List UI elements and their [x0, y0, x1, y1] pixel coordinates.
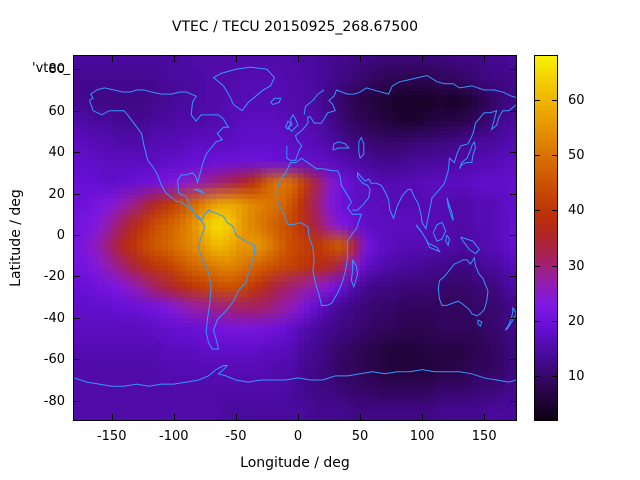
x-tick-mark — [297, 56, 299, 62]
x-tick-mark — [173, 414, 175, 420]
x-tick-label: 0 — [293, 429, 303, 444]
coastline-path — [438, 258, 488, 316]
coastline-path — [214, 67, 275, 111]
colorbar-tick-mark — [535, 265, 540, 267]
x-tick-mark — [360, 414, 362, 420]
coastline-path — [433, 223, 445, 242]
y-tick-mark — [74, 193, 80, 195]
y-tick-mark — [74, 69, 80, 71]
colorbar-tick-mark — [552, 100, 557, 102]
x-tick-mark — [173, 56, 175, 62]
y-tick-mark — [74, 317, 80, 319]
x-tick-mark — [297, 414, 299, 420]
x-axis-label: Longitude / deg — [240, 455, 350, 471]
plot-area — [73, 55, 517, 421]
x-tick-label: -150 — [96, 429, 127, 444]
coastline-path — [199, 210, 255, 349]
x-tick-mark — [235, 56, 237, 62]
colorbar-tick-mark — [535, 100, 540, 102]
colorbar-tick-label: 40 — [568, 203, 585, 219]
legend-key-label: 'vtec_ — [32, 61, 71, 76]
y-tick-mark — [74, 110, 80, 112]
coastline-path — [446, 235, 450, 245]
colorbar-tick-mark — [535, 210, 540, 212]
coastline-path — [351, 260, 357, 287]
colorbar-tick-label: 10 — [568, 368, 585, 384]
colorbar-tick-mark — [552, 210, 557, 212]
x-tick-label: 150 — [471, 429, 497, 444]
y-tick-label: 40 — [48, 145, 65, 161]
colorbar-tick-mark — [552, 155, 557, 157]
x-tick-mark — [484, 56, 486, 62]
coastline-path — [74, 366, 516, 387]
colorbar-tick-label: 20 — [568, 313, 585, 329]
y-tick-label: -60 — [43, 352, 65, 368]
coastline-path — [359, 138, 364, 159]
y-tick-mark — [510, 400, 516, 402]
y-tick-mark — [510, 69, 516, 71]
y-tick-mark — [74, 400, 80, 402]
chart-title: VTEC / TECU 20150925_268.67500 — [171, 19, 419, 35]
x-tick-label: -100 — [159, 429, 189, 444]
y-tick-mark — [74, 234, 80, 236]
y-tick-label: 60 — [48, 103, 65, 119]
colorbar-tick-label: 50 — [568, 148, 585, 164]
y-tick-mark — [510, 234, 516, 236]
y-tick-mark — [510, 110, 516, 112]
x-tick-mark — [422, 414, 424, 420]
coastline-path — [447, 198, 453, 221]
x-tick-mark — [422, 56, 424, 62]
coastline-path — [505, 308, 516, 331]
y-tick-mark — [510, 152, 516, 154]
y-tick-mark — [74, 152, 80, 154]
colorbar — [534, 55, 558, 421]
x-tick-mark — [235, 414, 237, 420]
colorbar-tick-mark — [535, 320, 540, 322]
y-tick-mark — [510, 193, 516, 195]
y-tick-mark — [510, 359, 516, 361]
coastline-path — [89, 100, 201, 220]
colorbar-tick-mark — [552, 320, 557, 322]
coastline-path — [277, 158, 361, 305]
colorbar-tick-label: 60 — [568, 93, 585, 109]
colorbar-tick-mark — [535, 155, 540, 157]
x-tick-mark — [484, 414, 486, 420]
coastline-path — [286, 121, 291, 129]
coastline-path — [478, 320, 482, 326]
coastline-path — [288, 115, 298, 132]
coastline-path — [333, 142, 349, 150]
colorbar-tick-mark — [552, 375, 557, 377]
x-tick-mark — [360, 56, 362, 62]
y-tick-mark — [510, 317, 516, 319]
coastlines-overlay — [74, 56, 516, 420]
x-tick-mark — [111, 414, 113, 420]
y-tick-mark — [74, 276, 80, 278]
x-tick-mark — [111, 56, 113, 62]
coastline-path — [271, 98, 281, 104]
y-tick-label: 80 — [48, 62, 65, 78]
coastline-path — [304, 90, 324, 115]
coastline-path — [461, 237, 480, 254]
x-tick-label: -50 — [225, 429, 247, 444]
y-tick-label: -40 — [43, 310, 65, 326]
coastline-path — [287, 75, 516, 160]
x-tick-label: 50 — [351, 429, 369, 444]
colorbar-tick-mark — [552, 265, 557, 267]
y-tick-label: -20 — [43, 269, 65, 285]
coastline-path — [459, 142, 475, 169]
coastline-path — [416, 225, 440, 252]
x-tick-label: 100 — [409, 429, 435, 444]
y-tick-mark — [74, 359, 80, 361]
y-tick-label: 20 — [48, 186, 65, 202]
colorbar-tick-label: 30 — [568, 258, 585, 274]
y-tick-label: 0 — [56, 227, 65, 243]
coastline-path — [194, 189, 205, 193]
coastline-path — [89, 88, 228, 221]
y-tick-mark — [510, 276, 516, 278]
y-tick-label: -80 — [43, 393, 65, 409]
coastline-path — [353, 100, 516, 228]
colorbar-tick-mark — [535, 375, 540, 377]
